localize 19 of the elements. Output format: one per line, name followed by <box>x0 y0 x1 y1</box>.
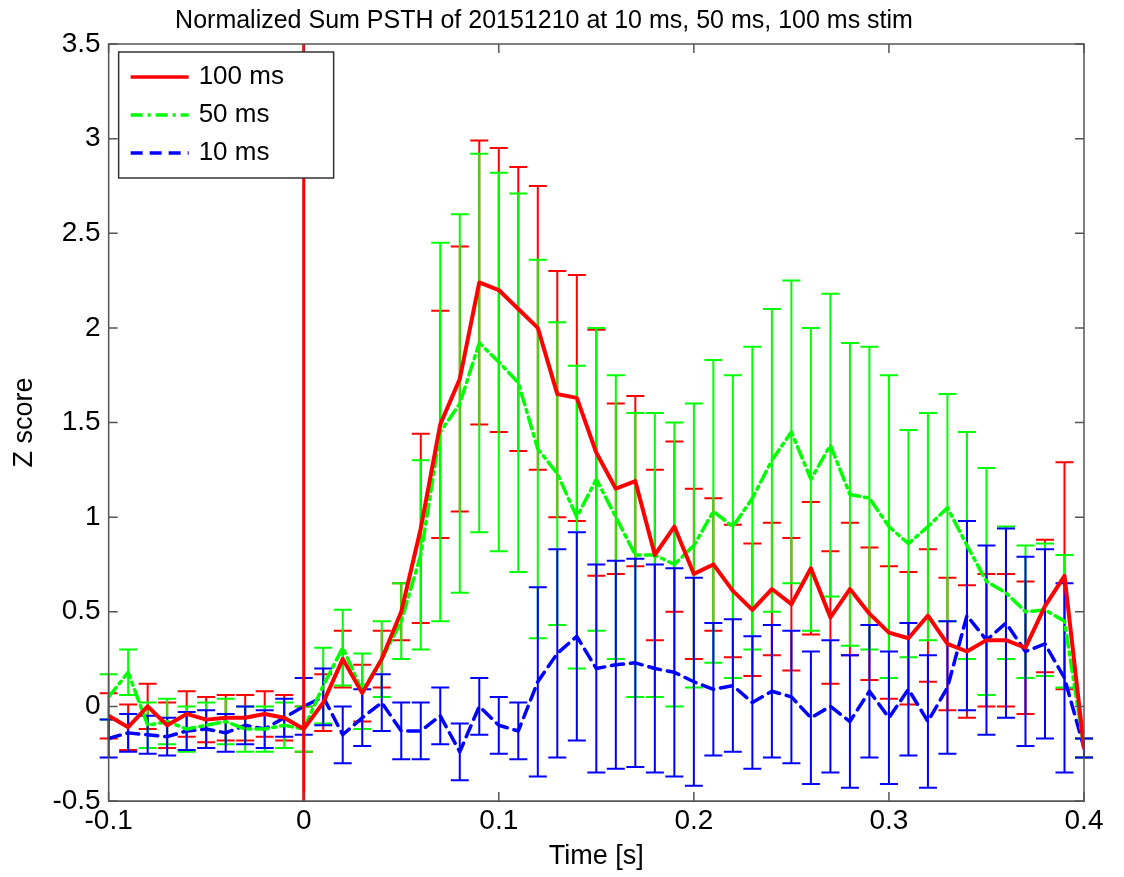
chart-title: Normalized Sum PSTH of 20151210 at 10 ms, 50 ms, 100 ms stim <box>175 4 913 33</box>
y-axis-title: Z score <box>7 377 38 468</box>
y-tick-label: 2.5 <box>61 215 101 247</box>
y-tick-label: 0.5 <box>61 594 101 626</box>
x-tick-label: 0.2 <box>674 803 714 835</box>
y-tick-label: 0 <box>85 689 101 721</box>
legend-label: 50 ms <box>198 98 270 129</box>
legend-label: 10 ms <box>198 136 270 167</box>
x-tick-label: 0.4 <box>1064 803 1104 835</box>
x-axis-title: Time [s] <box>548 840 644 871</box>
y-tick-label: 1.5 <box>61 405 101 437</box>
y-tick-label: 2 <box>85 310 101 342</box>
legend-label: 100 ms <box>198 60 284 91</box>
y-tick-label: 3.5 <box>61 26 101 58</box>
x-tick-label: 0.1 <box>479 803 519 835</box>
y-tick-label: 3 <box>85 121 101 153</box>
y-tick-label: 1 <box>85 499 101 531</box>
x-tick-label: 0 <box>295 803 312 835</box>
x-tick-label: 0.3 <box>869 803 909 835</box>
